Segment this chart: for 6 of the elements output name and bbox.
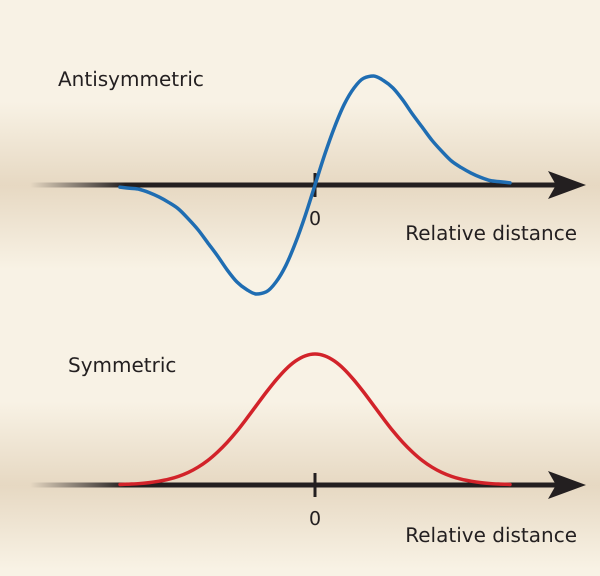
- chart-title: Symmetric: [68, 353, 176, 377]
- chart-title: Antisymmetric: [58, 67, 204, 91]
- text: 0: [308, 508, 322, 530]
- x-axis-title: Relative distance: [405, 221, 577, 245]
- annotation: 0: [308, 208, 322, 230]
- x-axis-title: Relative distance: [405, 523, 577, 547]
